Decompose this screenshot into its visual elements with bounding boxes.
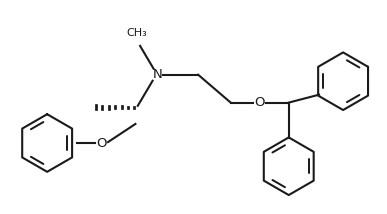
Text: N: N [152,68,162,81]
Text: O: O [254,96,265,109]
Text: O: O [96,137,107,150]
Text: CH₃: CH₃ [127,28,147,39]
